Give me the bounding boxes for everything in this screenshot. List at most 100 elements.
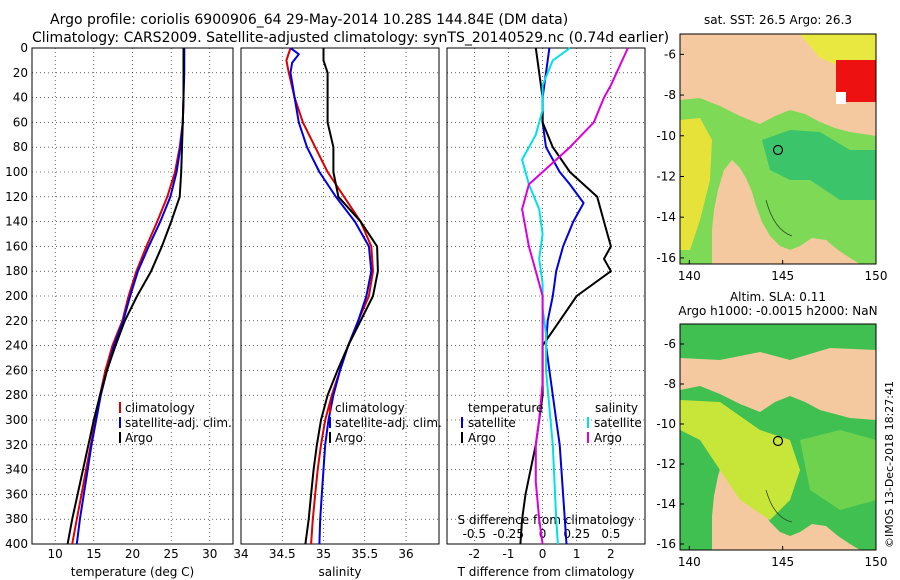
- legend-climatology: climatology: [125, 401, 195, 415]
- map-y-tick-label: -10: [656, 129, 676, 143]
- y-tick-label: 380: [5, 512, 28, 526]
- map-x-tick-label: 150: [865, 555, 888, 569]
- x-tick-label: 35.5: [351, 547, 378, 561]
- y-tick-label: 140: [5, 215, 28, 229]
- y-tick-label: 400: [5, 537, 28, 551]
- series-line-s-argo: [521, 47, 629, 545]
- title-line2: Climatology: CARS2009. Satellite-adjuste…: [32, 30, 669, 46]
- map-y-tick-label: -6: [664, 47, 676, 61]
- x-tick-label-top: -0.5: [463, 527, 486, 541]
- sst-map-title: sat. SST: 26.5 Argo: 26.3: [704, 13, 852, 27]
- sst-missing-data: [836, 92, 846, 104]
- legend-climatology: climatology: [335, 401, 405, 415]
- x-tick-label: 35: [316, 547, 331, 561]
- y-tick-label: 340: [5, 463, 28, 477]
- x-tick-label: 0: [539, 547, 547, 561]
- map-y-tick-label: -12: [656, 169, 676, 183]
- map-y-tick-label: -12: [656, 457, 676, 471]
- sla-north-patch: [680, 324, 876, 360]
- y-tick-label: 180: [5, 264, 28, 278]
- map-y-tick-label: -8: [664, 377, 676, 391]
- y-tick-label: 280: [5, 388, 28, 402]
- y-tick-label: 320: [5, 438, 28, 452]
- sla-float-marker: [772, 435, 784, 447]
- sst-cool-patch: [680, 118, 712, 250]
- map-x-tick-label: 140: [678, 555, 701, 569]
- x-tick-label: -1: [502, 547, 514, 561]
- y-tick-label: 220: [5, 314, 28, 328]
- x-tick-label: 1: [573, 547, 581, 561]
- sst-map-frame: [679, 33, 877, 265]
- x-tick-label: 2: [607, 547, 615, 561]
- map-x-tick-label: 145: [771, 269, 794, 283]
- map-x-tick-label: 140: [678, 269, 701, 283]
- map-x-tick-label: 145: [771, 555, 794, 569]
- x-axis-label: T difference from climatology: [457, 565, 635, 579]
- sla-map-frame: [679, 323, 877, 551]
- x-tick-label-top: 0.25: [563, 527, 590, 541]
- x-tick-label: 10: [48, 547, 63, 561]
- x-tick-label: 15: [86, 547, 101, 561]
- y-tick-label: 120: [5, 190, 28, 204]
- x-label-top: S difference from climatology: [458, 513, 635, 527]
- difference-plot: -2 -1 0 1 2 S difference from climatology-0.5…: [446, 47, 646, 579]
- series-line-satellite-adj-clim-: [289, 47, 373, 545]
- series-line-t-argo: [519, 47, 612, 545]
- sla-contour: [765, 489, 793, 523]
- legend-s-satellite: satellite: [594, 416, 642, 430]
- temperature-plot: 0 20 40 60 80 100 120 140 160 180 200 220 240 260 280 3…: [5, 41, 234, 579]
- x-tick-label: 25: [164, 547, 179, 561]
- series-line-t-satellite: [541, 47, 585, 545]
- x-tick-label: 34: [233, 547, 248, 561]
- legend-t-satellite: satellite: [468, 416, 516, 430]
- y-tick-label: 0: [20, 41, 28, 55]
- difference-legend: temperature satellite Argo salinity sate…: [461, 401, 642, 445]
- map-y-tick-label: -14: [656, 497, 676, 511]
- x-axis-label: temperature (deg C): [71, 565, 194, 579]
- series-line-climatology: [285, 47, 374, 545]
- y-tick-label: 20: [13, 66, 28, 80]
- legend-argo: Argo: [335, 431, 363, 445]
- y-tick-label: 300: [5, 413, 28, 427]
- x-tick-label: 34.5: [269, 547, 296, 561]
- series-line-s-satellite: [521, 47, 571, 545]
- legend-satellite: satellite-adj. clim.: [125, 416, 232, 430]
- footer-stamp: ©IMOS 13-Dec-2018 18:27:41: [883, 381, 896, 548]
- y-tick-label: 240: [5, 339, 28, 353]
- legend-argo: Argo: [125, 431, 153, 445]
- legend-satellite: satellite-adj. clim.: [335, 416, 442, 430]
- legend-salinity-heading: salinity: [595, 401, 638, 415]
- x-tick-label-top: -0.25: [493, 527, 524, 541]
- x-tick-label: -2: [468, 547, 480, 561]
- sst-contour: [765, 199, 793, 237]
- x-tick-label: 36: [398, 547, 413, 561]
- salinity-plot: 34 34.5 35 35.5 36 salinity: [233, 47, 440, 579]
- sst-warm-patch: [762, 130, 876, 200]
- y-tick-label: 160: [5, 239, 28, 253]
- y-tick-label: 80: [13, 140, 28, 154]
- map-y-tick-label: -8: [664, 88, 676, 102]
- y-tick-label: 200: [5, 289, 28, 303]
- map-y-tick-label: -6: [664, 337, 676, 351]
- legend-t-argo: Argo: [468, 431, 496, 445]
- sla-map-title: Altim. SLA: 0.11: [730, 290, 826, 304]
- y-tick-label: 40: [13, 91, 28, 105]
- sst-float-marker: [772, 144, 784, 156]
- map-y-tick-label: -16: [656, 537, 676, 551]
- map-y-tick-label: -10: [656, 417, 676, 431]
- map-x-tick-label: 150: [865, 269, 888, 283]
- sla-high-patch: [680, 400, 800, 520]
- legend-s-argo: Argo: [594, 431, 622, 445]
- sst-map: sat. SST: 26.5 Argo: 26.3 140 145 150 -6 -8 -…: [656, 13, 887, 283]
- sla-mid-patch: [800, 430, 876, 510]
- y-tick-label: 60: [13, 115, 28, 129]
- x-tick-label-top: 0.5: [601, 527, 620, 541]
- title-line1: Argo profile: coriolis 6900906_64 29-May…: [50, 12, 568, 28]
- x-axis-label: salinity: [318, 565, 361, 579]
- x-tick-label-top: 0: [539, 527, 547, 541]
- y-tick-label: 100: [5, 165, 28, 179]
- sla-map: Altim. SLA: 0.11 Argo h1000: -0.0015 h20…: [656, 290, 887, 569]
- legend-temperature-heading: temperature: [468, 401, 543, 415]
- map-y-tick-label: -16: [656, 251, 676, 265]
